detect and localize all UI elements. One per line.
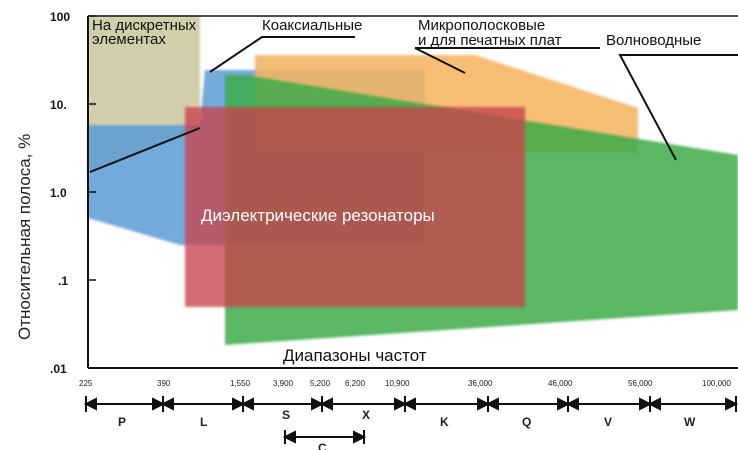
microstrip-pointer <box>414 47 466 74</box>
freq-tick-label: 3,900 <box>273 379 294 388</box>
y-tick-label: 10. <box>50 98 67 112</box>
freq-tick-label: 6,200 <box>345 379 366 388</box>
dielectric-resonators-region <box>185 107 525 307</box>
y-tick-marks <box>88 15 96 369</box>
freq-tick-label: 1,550 <box>230 379 251 388</box>
waveguide-leader <box>618 54 738 161</box>
discrete-label-line-2: элементах <box>92 31 166 48</box>
y-axis-label: Относительная полоса, % <box>15 134 34 340</box>
y-tick-label: 1.0 <box>50 186 67 200</box>
band-label: Q <box>522 415 531 429</box>
band-label: X <box>362 408 370 422</box>
waveguide-label: Волноводные <box>606 32 701 49</box>
freq-tick-label: 46,000 <box>548 379 573 388</box>
y-tick-label: .1 <box>58 274 68 288</box>
c-band-range <box>282 430 367 444</box>
band-label: P <box>118 415 126 429</box>
x-axis-label: Диапазоны частот <box>283 346 427 365</box>
leader-lines <box>89 36 738 173</box>
band-label: S <box>282 408 290 422</box>
c-band-label: C <box>318 441 327 450</box>
y-tick-label: 100 <box>50 10 70 24</box>
microstrip-label-line-2: и для печатных плат <box>418 32 562 49</box>
y-tick-label: .01 <box>50 362 67 376</box>
coaxial-leader <box>209 36 355 73</box>
freq-tick-label: 100,000 <box>702 379 731 388</box>
freq-tick-label: 225 <box>79 379 93 388</box>
band-label: W <box>684 415 696 429</box>
frequency-tick-labels: 225 390 1,550 3,900 5,200 6,200 10,900 3… <box>79 379 731 388</box>
discrete-label-line-1: На дискретных <box>92 17 197 34</box>
band-label: L <box>200 415 207 429</box>
region-areas <box>88 16 738 345</box>
freq-tick-label: 10,900 <box>385 379 410 388</box>
freq-tick-label: 5,200 <box>310 379 331 388</box>
freq-tick-label: 56,000 <box>628 379 653 388</box>
coaxial-label: Коаксиальные <box>262 17 362 34</box>
freq-tick-label: 36,000 <box>468 379 493 388</box>
band-label: K <box>440 415 449 429</box>
discrete-leader <box>89 127 201 173</box>
microstrip-label-line-1: Микрополосковые <box>418 17 545 34</box>
band-ranges <box>83 396 738 412</box>
dielectric-label: Диэлектрические резонаторы <box>201 206 435 225</box>
band-label: V <box>604 415 612 429</box>
freq-tick-label: 390 <box>157 379 171 388</box>
